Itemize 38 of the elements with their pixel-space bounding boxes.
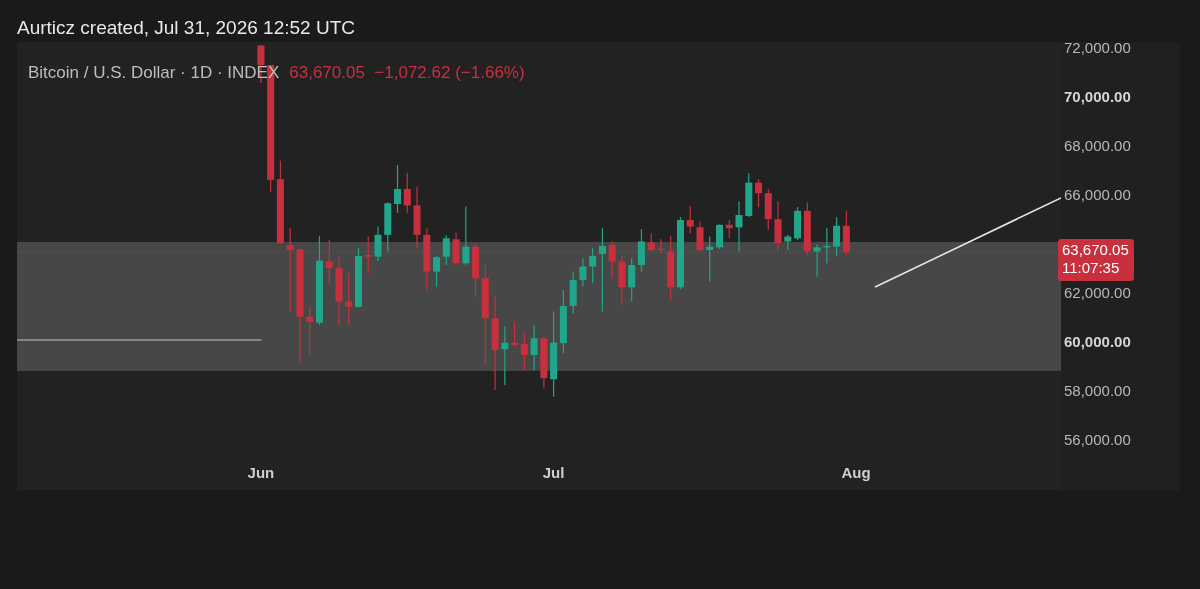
candlestick [530, 324, 538, 371]
candlestick [394, 164, 402, 214]
y-tick-label: 62,000.00 [1064, 283, 1131, 301]
x-tick-label: Jul [542, 464, 565, 481]
candlestick [755, 178, 763, 208]
candlestick [735, 200, 743, 253]
y-tick-label: 72,000.00 [1064, 38, 1131, 56]
candlestick [637, 228, 645, 273]
candlestick [442, 234, 450, 266]
y-tick-label: 68,000.00 [1064, 136, 1131, 154]
candlestick [501, 325, 509, 386]
candlestick [686, 205, 694, 234]
candlestick [589, 247, 597, 284]
candlestick [345, 272, 353, 326]
candlestick [598, 227, 606, 313]
x-tick-label: Jun [247, 464, 275, 481]
candlestick [715, 223, 724, 250]
candlestick [833, 216, 841, 257]
candlestick [325, 239, 333, 284]
candlestick [628, 257, 636, 303]
candlestick [579, 257, 587, 288]
candlestick [374, 225, 382, 262]
candlestick [306, 306, 314, 356]
candlestick [403, 172, 411, 214]
candlestick [813, 243, 821, 278]
y-tick-label: 58,000.00 [1064, 381, 1131, 399]
candlestick [520, 332, 528, 371]
text: 63,670.05 −1,072.62 (−1.66%) [289, 63, 525, 82]
candlestick [433, 255, 441, 288]
y-tick-label: 66,000.00 [1064, 185, 1131, 203]
y-tick-label: 70,000.00 [1064, 87, 1131, 105]
text: Aurticz created, Jul 31, 2026 12:52 UTC [17, 17, 355, 38]
x-tick-label: Aug [841, 464, 871, 481]
candlestick [511, 321, 519, 347]
ref-line-label: 63,670.05 11:07:35 [1062, 241, 1129, 277]
y-tick-label: 56,000.00 [1064, 431, 1131, 448]
y-tick-label: 60,000.00 [1064, 332, 1131, 350]
candlestick [462, 205, 470, 266]
